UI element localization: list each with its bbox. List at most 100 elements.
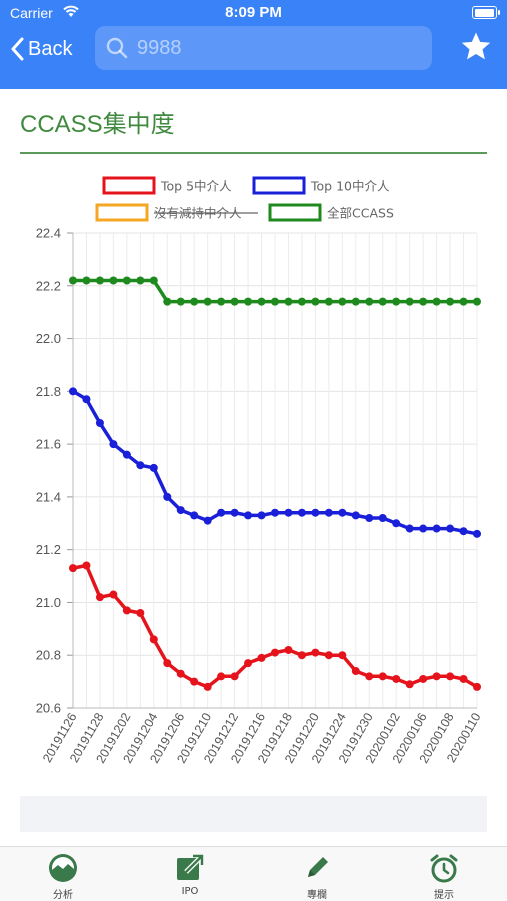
search-bar[interactable] [95, 26, 432, 70]
data-point [473, 529, 481, 538]
favorite-button[interactable] [459, 30, 493, 68]
data-point [163, 297, 172, 306]
back-label: Back [28, 37, 73, 60]
data-point [257, 653, 266, 662]
y-tick-label: 21.4 [36, 489, 61, 504]
data-point [190, 297, 199, 306]
data-point [69, 387, 77, 396]
data-point [284, 297, 293, 306]
data-point [365, 672, 374, 681]
data-point [95, 276, 104, 285]
data-point [284, 645, 293, 654]
pencil-icon [308, 857, 328, 877]
data-point [378, 672, 387, 681]
data-point [230, 672, 239, 681]
star-icon [461, 32, 491, 60]
data-point [203, 682, 212, 691]
data-point [365, 297, 374, 306]
data-point [69, 564, 77, 573]
carrier-label: Carrier [10, 5, 53, 21]
data-point [284, 508, 293, 517]
alarm-clock-icon [430, 854, 458, 883]
data-point [217, 297, 226, 306]
legend-label: Top 5中介人 [160, 179, 232, 194]
info-panel [20, 796, 487, 832]
data-point [82, 276, 91, 285]
data-point [297, 297, 306, 306]
legend-swatch [252, 176, 306, 195]
status-time: 8:09 PM [225, 4, 282, 21]
data-point [446, 524, 455, 533]
legend-swatch [268, 203, 322, 222]
y-tick-label: 21.6 [36, 437, 61, 452]
data-point [271, 648, 279, 657]
y-tick-label: 22.0 [36, 331, 61, 346]
data-point [311, 508, 320, 517]
data-point [338, 651, 347, 660]
data-point [122, 450, 131, 459]
data-point [271, 508, 279, 517]
tab-bar: 分析 IPO 專欄 提示 [0, 846, 507, 901]
data-point [257, 511, 266, 520]
status-bar: Carrier 8:09 PM [0, 0, 507, 26]
navigation-bar: Carrier 8:09 PM Back [0, 0, 507, 89]
wifi-icon [62, 4, 80, 22]
data-point [419, 297, 428, 306]
data-point [311, 648, 320, 657]
back-button[interactable]: Back [10, 34, 72, 64]
data-point [392, 674, 401, 683]
legend-swatch [102, 176, 156, 195]
data-point [163, 492, 172, 501]
data-point [432, 297, 441, 306]
ipo-icon [177, 854, 204, 880]
data-point [136, 276, 145, 285]
data-point [405, 680, 414, 689]
data-point [419, 524, 428, 533]
data-point [446, 297, 455, 306]
data-point [338, 508, 347, 517]
data-point [432, 524, 441, 533]
data-point [176, 297, 185, 306]
tab-column[interactable]: 專欄 [254, 847, 380, 901]
data-point [69, 276, 77, 285]
tab-ipo[interactable]: IPO [127, 847, 253, 901]
chevron-left-icon [11, 37, 24, 61]
y-tick-label: 21.0 [36, 595, 61, 610]
data-point [297, 651, 306, 660]
search-input[interactable] [135, 35, 419, 61]
legend-label: Top 10中介人 [310, 179, 390, 194]
data-point [190, 511, 199, 520]
data-point [149, 635, 158, 644]
data-point [109, 276, 118, 285]
y-tick-label: 20.8 [36, 648, 61, 663]
data-point [136, 609, 145, 617]
data-point [176, 506, 185, 515]
tab-label: 分析 [53, 890, 73, 901]
data-point [95, 419, 104, 427]
data-point [473, 297, 481, 306]
data-point [95, 593, 104, 602]
data-point [122, 276, 131, 285]
analysis-icon [49, 854, 77, 882]
tab-analysis[interactable]: 分析 [0, 847, 126, 901]
y-tick-label: 22.4 [36, 226, 61, 241]
data-point [473, 682, 481, 691]
data-point [190, 677, 199, 686]
data-point [351, 297, 360, 306]
data-point [419, 674, 428, 683]
data-point [136, 461, 145, 470]
data-point [446, 672, 455, 681]
search-icon [106, 37, 128, 59]
legend-swatch [95, 203, 149, 222]
y-tick-label: 20.6 [36, 701, 61, 716]
data-point [217, 672, 226, 681]
data-point [217, 508, 226, 517]
tab-label: 提示 [434, 890, 454, 901]
tab-alerts[interactable]: 提示 [381, 847, 507, 901]
data-point [405, 297, 414, 306]
data-point [149, 463, 158, 472]
data-point [392, 519, 401, 528]
y-tick-label: 21.2 [36, 542, 61, 557]
data-point [203, 516, 212, 525]
